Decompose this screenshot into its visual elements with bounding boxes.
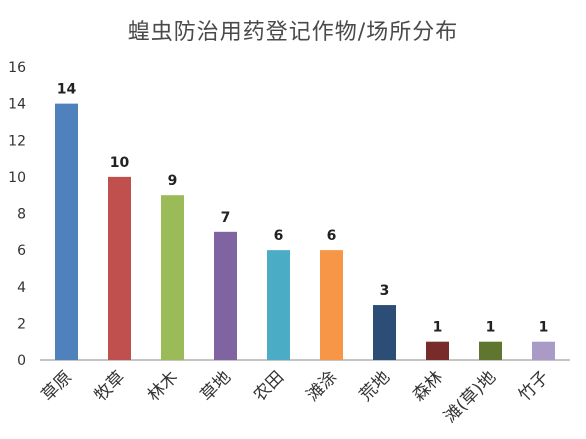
bar-10 bbox=[532, 341, 555, 360]
y-axis-ticks: 0 2 4 6 8 10 12 14 16 bbox=[8, 60, 26, 369]
data-label: 9 bbox=[168, 173, 178, 189]
y-tick-label: 14 bbox=[8, 97, 26, 113]
bar-8 bbox=[426, 341, 449, 360]
y-tick-label: 10 bbox=[8, 170, 26, 186]
category-label: 滩(草)地 bbox=[440, 367, 500, 427]
category-label: 滩涂 bbox=[303, 367, 341, 405]
category-label: 草地 bbox=[197, 367, 235, 405]
y-tick-label: 2 bbox=[17, 316, 26, 332]
y-tick-label: 8 bbox=[17, 207, 26, 223]
category-label: 草原 bbox=[38, 367, 76, 405]
data-label: 6 bbox=[327, 228, 337, 244]
category-label: 牧草 bbox=[91, 367, 129, 405]
y-tick-label: 12 bbox=[8, 133, 26, 149]
data-label: 3 bbox=[380, 283, 390, 299]
bar-7 bbox=[373, 305, 396, 360]
data-label: 1 bbox=[539, 320, 549, 336]
category-label: 农田 bbox=[250, 367, 288, 405]
y-tick-label: 6 bbox=[17, 243, 26, 259]
y-tick-label: 16 bbox=[8, 60, 26, 76]
data-labels-group: 14 10 9 7 6 6 3 1 1 1 bbox=[57, 82, 549, 336]
bar-4 bbox=[214, 231, 237, 360]
category-label: 竹子 bbox=[515, 367, 553, 405]
data-label: 6 bbox=[274, 228, 284, 244]
y-tick-label: 4 bbox=[17, 280, 26, 296]
bar-2 bbox=[108, 176, 131, 360]
data-label: 7 bbox=[221, 210, 231, 226]
bar-6 bbox=[320, 250, 343, 360]
bars-group bbox=[55, 103, 555, 360]
category-label: 荒地 bbox=[356, 367, 394, 405]
bar-1 bbox=[55, 103, 78, 360]
y-tick-label: 0 bbox=[17, 353, 26, 369]
data-label: 10 bbox=[110, 155, 130, 171]
bar-5 bbox=[267, 250, 290, 360]
data-label: 14 bbox=[57, 82, 77, 98]
chart-title: 蝗虫防治用药登记作物/场所分布 bbox=[127, 20, 459, 45]
bar-3 bbox=[161, 195, 184, 360]
category-label: 林木 bbox=[144, 367, 182, 405]
data-label: 1 bbox=[433, 320, 443, 336]
bar-9 bbox=[479, 341, 502, 360]
category-label: 森林 bbox=[409, 367, 447, 405]
category-labels-group: 草原 牧草 林木 草地 农田 滩涂 荒地 森林滩(草)地 竹子 bbox=[38, 367, 553, 427]
data-label: 1 bbox=[486, 320, 496, 336]
